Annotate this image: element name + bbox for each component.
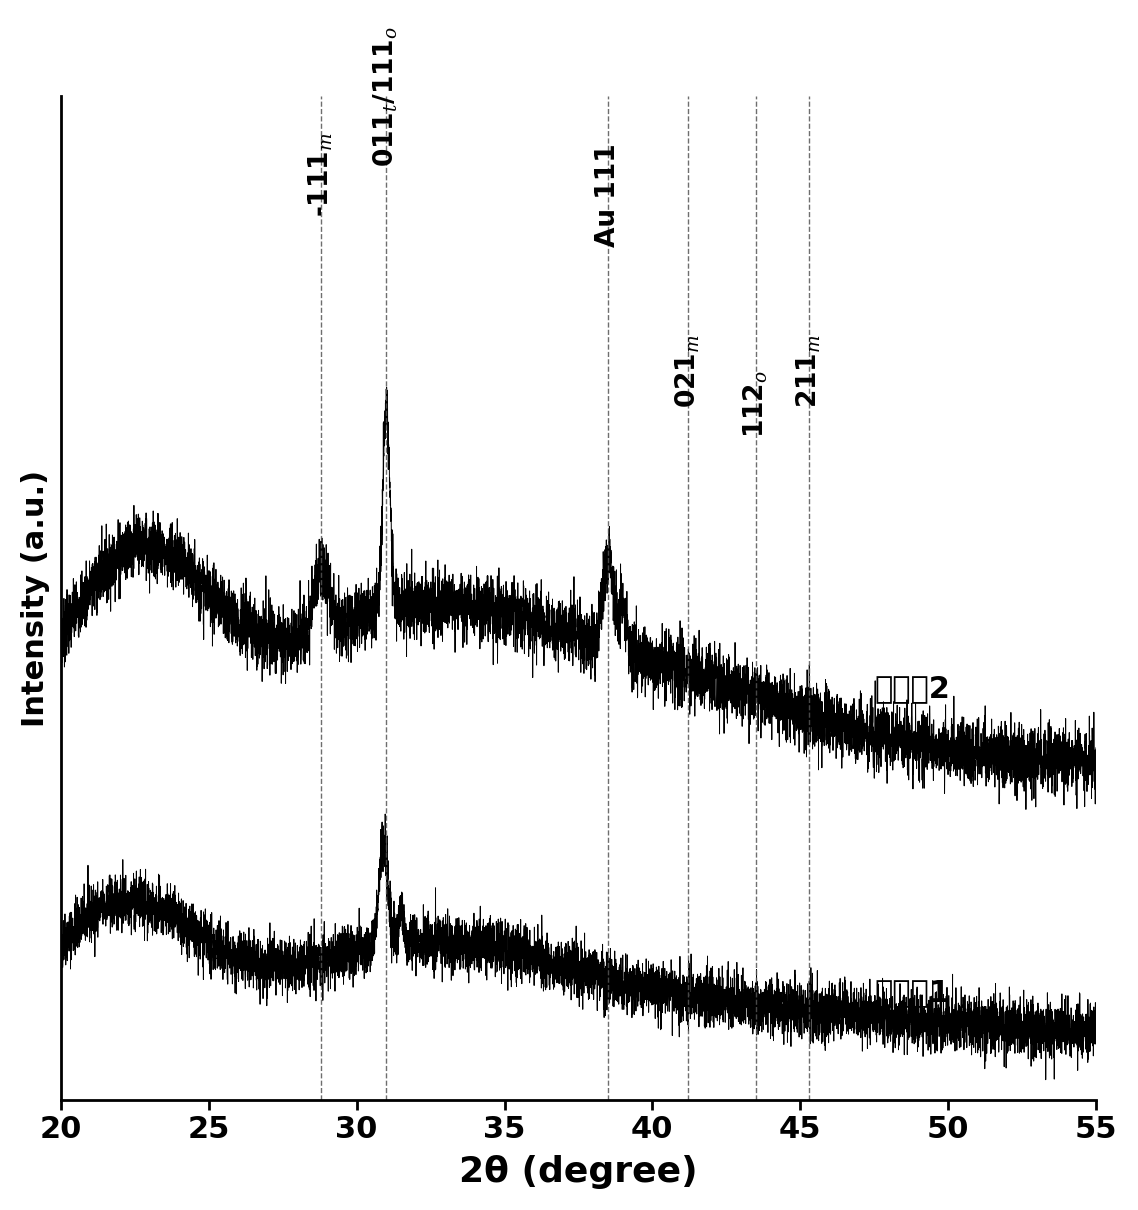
Text: 211$_m$: 211$_m$ — [795, 334, 823, 408]
Text: 011$_t$/111$_o$: 011$_t$/111$_o$ — [372, 25, 401, 167]
Y-axis label: Intensity (a.u.): Intensity (a.u.) — [20, 469, 50, 727]
Text: 021$_m$: 021$_m$ — [674, 334, 702, 408]
Text: 实施例2: 实施例2 — [874, 674, 950, 703]
X-axis label: 2θ (degree): 2θ (degree) — [459, 1156, 698, 1189]
Text: 实施例1: 实施例1 — [874, 978, 950, 1007]
Text: -111$_m$: -111$_m$ — [307, 132, 336, 217]
Text: Au 111: Au 111 — [595, 143, 621, 247]
Text: 112$_o$: 112$_o$ — [742, 370, 770, 438]
